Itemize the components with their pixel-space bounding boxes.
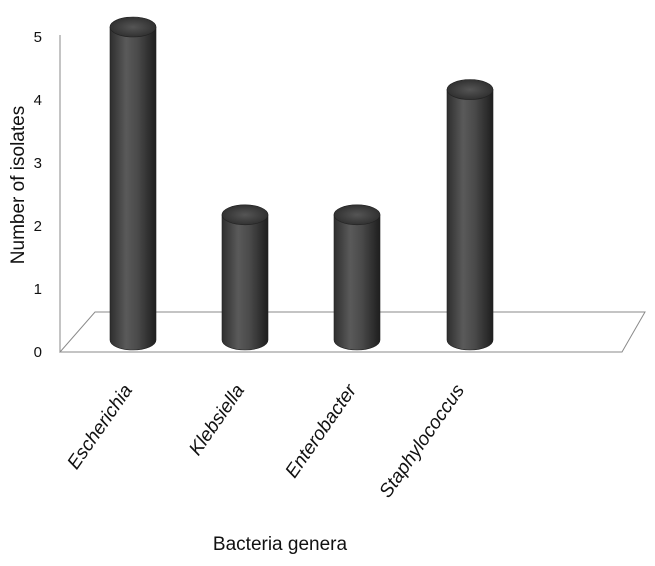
bar-body — [333, 214, 381, 351]
bar-enterobacter — [333, 204, 381, 351]
bar-body — [221, 214, 269, 351]
y-tick-label: 0 — [34, 344, 42, 361]
x-tick-label: Enterobacter — [281, 380, 361, 482]
y-tick-label: 2 — [34, 218, 42, 235]
x-tick-label: Klebsiella — [185, 381, 249, 460]
y-axis-title: Number of isolates — [8, 106, 29, 264]
bar-body — [446, 89, 494, 351]
x-tick-label: Staphylococcus — [376, 380, 470, 501]
bar-top — [446, 79, 494, 100]
x-axis-title: Bacteria genera — [213, 534, 348, 555]
y-tick-label: 1 — [34, 281, 42, 298]
y-tick-label: 5 — [34, 29, 42, 46]
bar-top — [109, 16, 157, 38]
bar-top — [221, 204, 269, 226]
bar-body — [109, 26, 157, 351]
x-tick-label: Escherichia — [64, 381, 138, 474]
bar-klebsiella — [221, 204, 269, 351]
bar-staphylococcus — [446, 79, 494, 351]
bar-escherichia — [109, 16, 157, 351]
y-tick-label: 4 — [34, 92, 42, 109]
y-tick-label: 3 — [34, 155, 42, 172]
bar-top — [333, 204, 381, 226]
